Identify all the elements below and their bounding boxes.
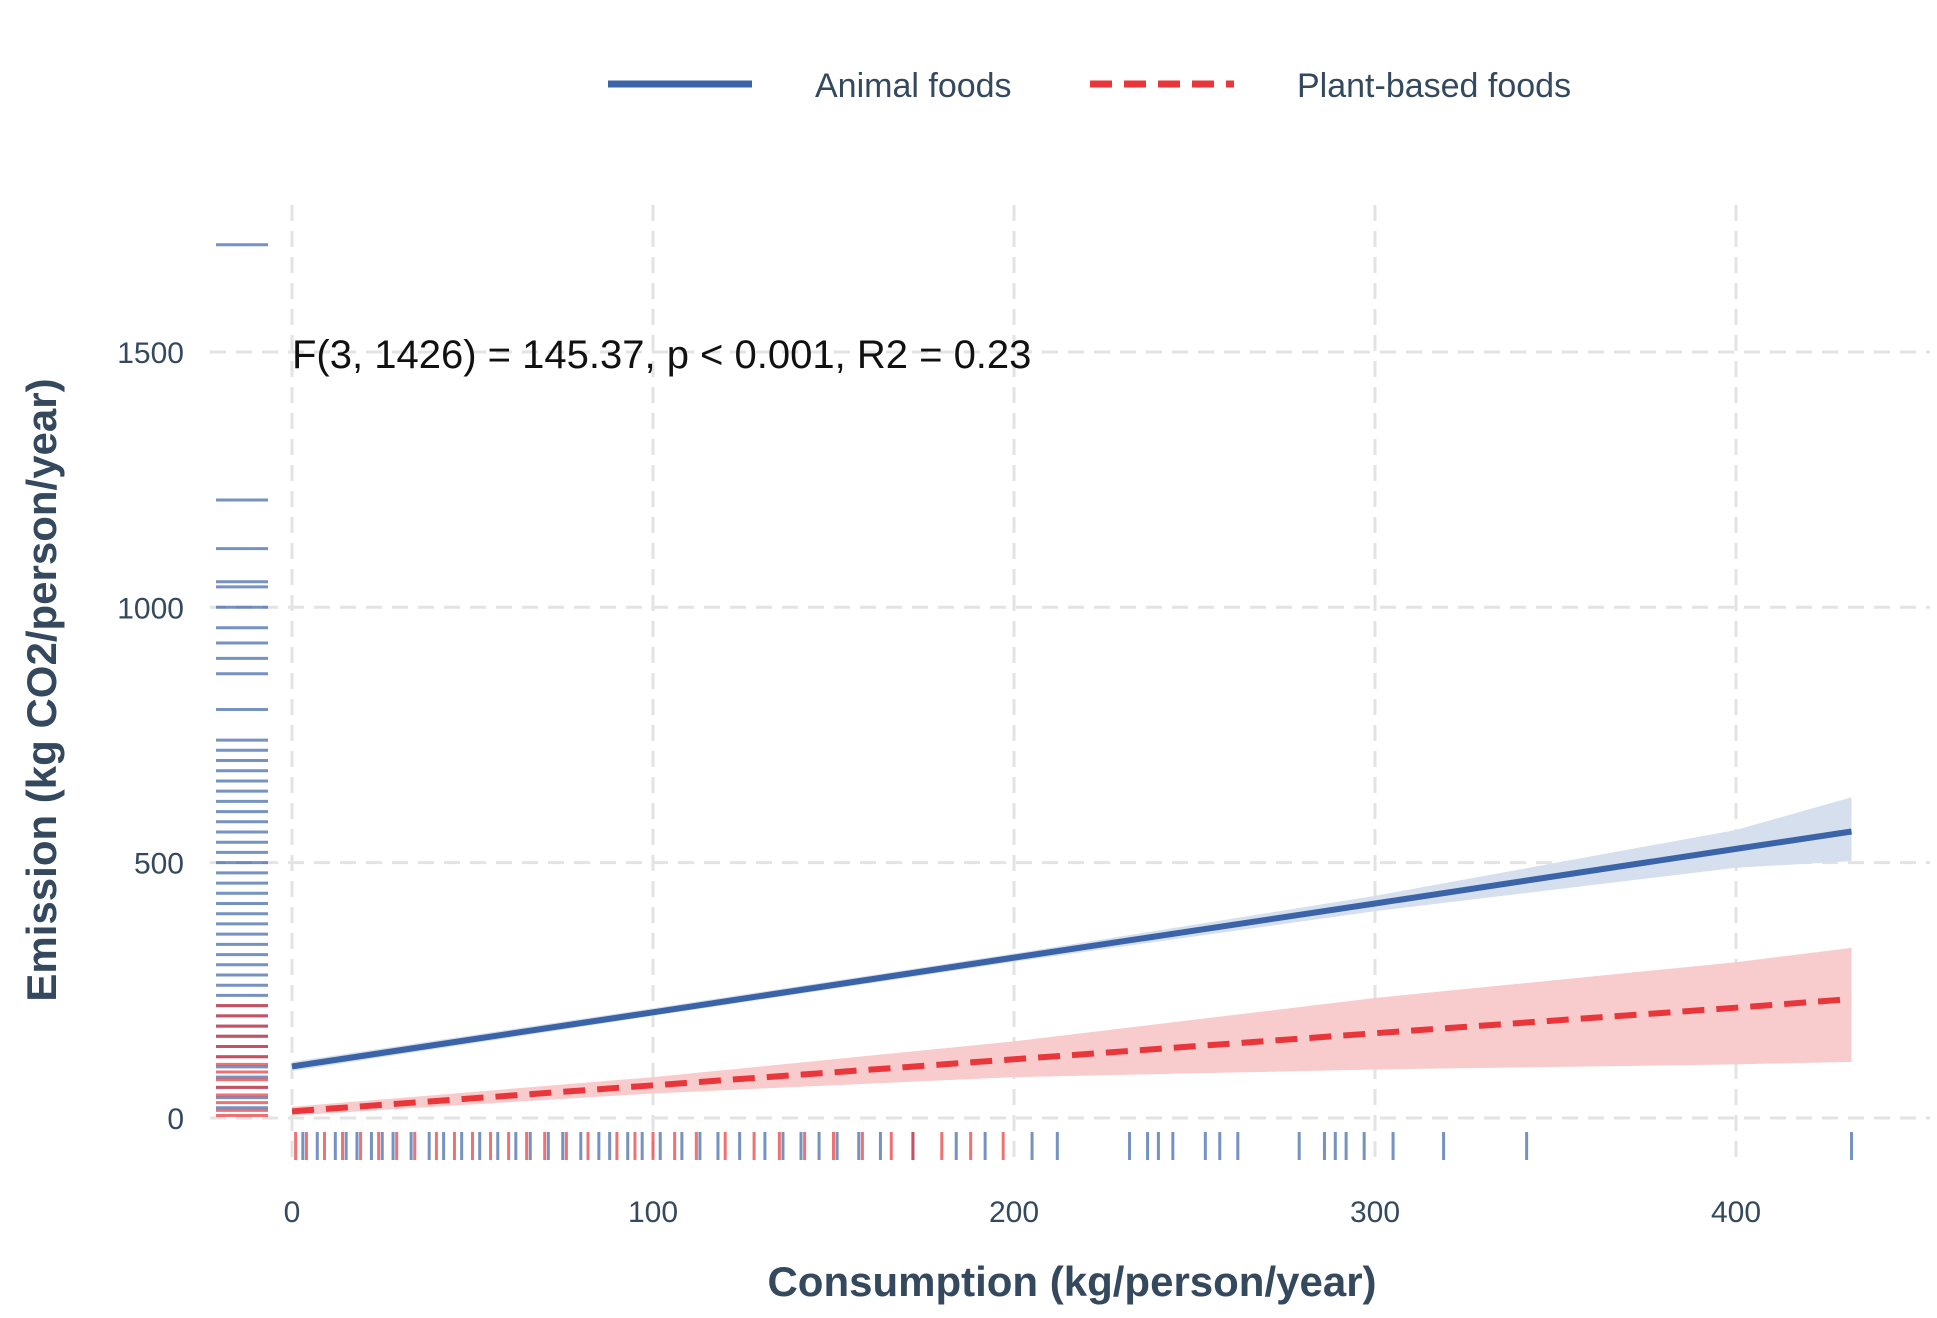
x-tick-label: 100 bbox=[628, 1196, 678, 1229]
regression-lines bbox=[291, 828, 1852, 1115]
y-tick-label: 1500 bbox=[117, 337, 184, 370]
regression-line-2 bbox=[291, 996, 1852, 1115]
y-tick-label: 0 bbox=[167, 1103, 184, 1136]
regression-line-1 bbox=[291, 828, 1852, 1070]
x-axis-title: Consumption (kg/person/year) bbox=[767, 1258, 1376, 1305]
x-tick-label: 300 bbox=[1350, 1196, 1400, 1229]
y-tick-label: 1000 bbox=[117, 592, 184, 625]
x-tick-label: 0 bbox=[284, 1196, 301, 1229]
rug-marks bbox=[216, 243, 1854, 1160]
y-axis-title: Emission (kg CO2/person/year) bbox=[18, 378, 65, 1001]
grid-lines bbox=[210, 205, 1930, 1160]
legend: Animal foods Plant-based foods bbox=[608, 67, 1571, 105]
confidence-bands bbox=[292, 797, 1852, 1116]
legend-label-1: Animal foods bbox=[815, 67, 1012, 105]
x-axis-ticks: 0 100 200 300 400 bbox=[284, 1196, 1761, 1229]
confidence-band-2 bbox=[292, 947, 1852, 1116]
y-tick-label: 500 bbox=[134, 848, 184, 881]
x-tick-label: 400 bbox=[1711, 1196, 1761, 1229]
y-axis-ticks: 0 500 1000 1500 bbox=[117, 337, 184, 1136]
legend-label-2: Plant-based foods bbox=[1297, 67, 1571, 105]
x-tick-label: 200 bbox=[989, 1196, 1039, 1229]
model-statistics-annotation: F(3, 1426) = 145.37, p < 0.001, R2 = 0.2… bbox=[292, 333, 1031, 377]
